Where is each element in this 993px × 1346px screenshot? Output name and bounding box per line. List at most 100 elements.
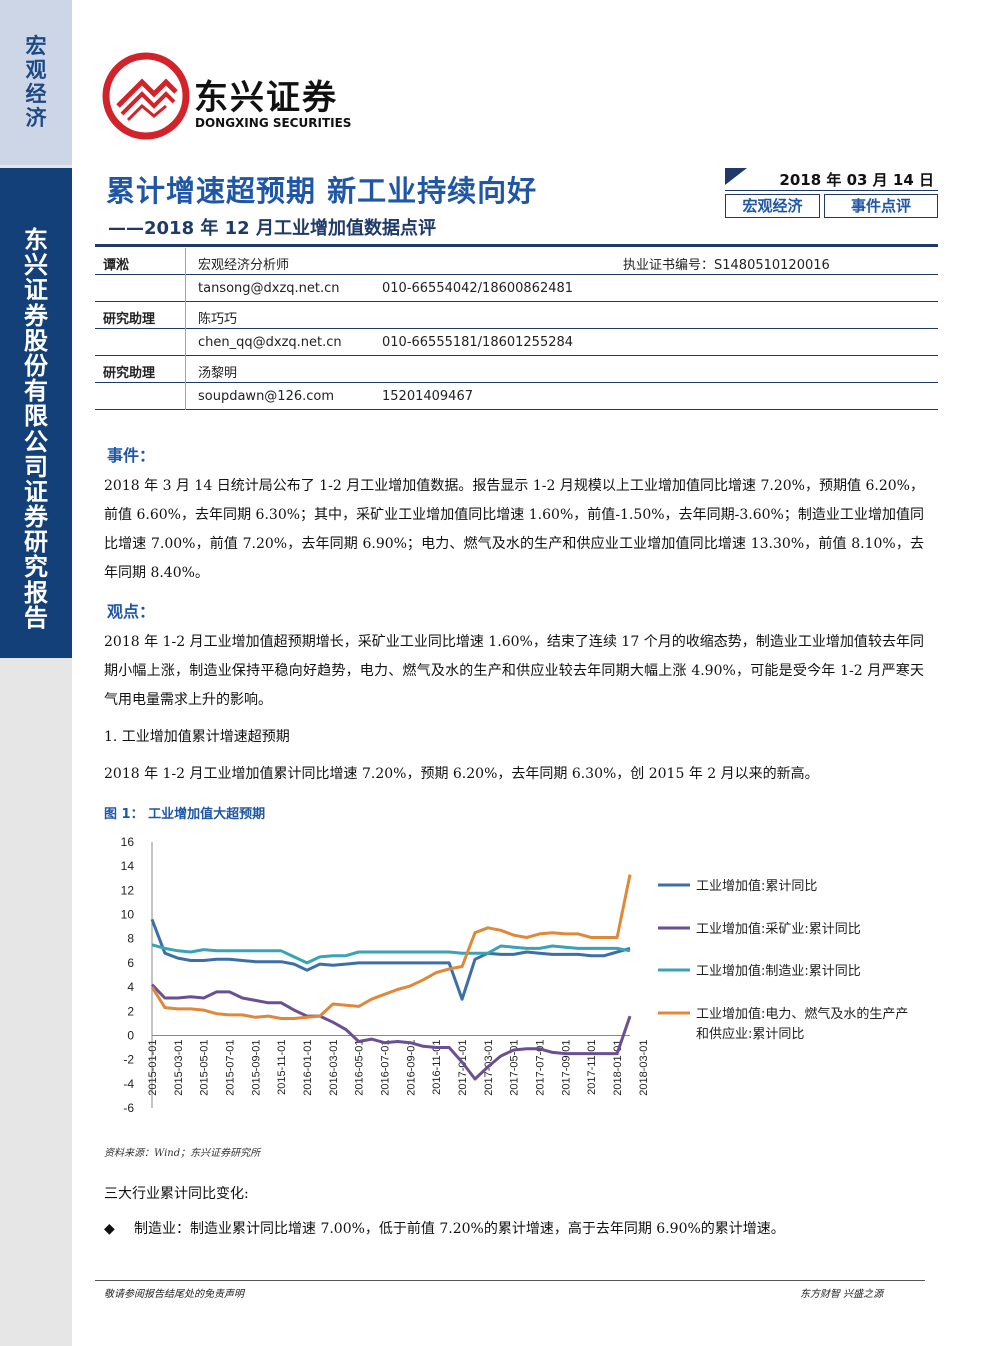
sidebar-company-char: 限 bbox=[24, 402, 48, 431]
x-tick-label: 2016-07-01 bbox=[380, 1039, 392, 1095]
report-title: 累计增速超预期 新工业持续向好 bbox=[106, 174, 538, 208]
assistant-name: 汤黎明 bbox=[198, 366, 238, 381]
date-box: 2018 年 03 月 14 日 bbox=[725, 165, 938, 191]
sidebar-category-label: 宏观经济 bbox=[0, 34, 72, 131]
event-paragraph: 2018 年 3 月 14 日统计局公布了 1-2 月工业增加值数据。报告显示 … bbox=[104, 478, 924, 581]
analyst-email: tansong@dxzq.net.cn bbox=[198, 281, 340, 296]
x-tick-label: 2017-11-01 bbox=[586, 1039, 598, 1094]
legend-label: 工业增加值:电力、燃气及水的生产产 bbox=[696, 1006, 908, 1022]
y-tick-label: 8 bbox=[127, 932, 134, 946]
sidebar-company-char: 证 bbox=[24, 477, 48, 506]
legend-label: 和供应业:累计同比 bbox=[696, 1026, 804, 1042]
x-tick-label: 2015-07-01 bbox=[225, 1039, 237, 1095]
assistant-contact-row: soupdawn@126.com 15201409467 bbox=[95, 383, 938, 410]
x-tick-label: 2015-01-01 bbox=[147, 1039, 159, 1095]
x-tick-label: 2015-03-01 bbox=[173, 1039, 185, 1095]
view-paragraph: 2018 年 1-2 月工业增加值超预期增长，采矿业工业同比增速 1.60%，结… bbox=[104, 634, 924, 708]
x-tick-label: 2016-03-01 bbox=[328, 1039, 340, 1095]
figure-title: 图 1： 工业增加值大超预期 bbox=[104, 807, 266, 822]
assistant-email: soupdawn@126.com bbox=[198, 389, 335, 404]
footer-divider bbox=[95, 1280, 925, 1281]
sidebar-company-char: 东 bbox=[24, 226, 48, 254]
series-line bbox=[150, 983, 632, 1081]
y-tick-label: 14 bbox=[121, 859, 135, 873]
analyst-title: 宏观经济分析师 bbox=[198, 258, 290, 273]
report-subtitle: ——2018 年 12 月工业增加值数据点评 bbox=[108, 218, 436, 239]
assistant-role: 研究助理 bbox=[103, 312, 156, 327]
sidebar-company-char: 报 bbox=[24, 578, 48, 607]
footer-slogan: 东方财智 兴盛之源 bbox=[800, 1289, 884, 1300]
series-line bbox=[151, 943, 631, 965]
point1-heading: 1. 工业增加值累计增速超预期 bbox=[104, 729, 290, 745]
sidebar-company-char: 兴 bbox=[24, 251, 48, 280]
y-tick-label: 10 bbox=[121, 908, 135, 922]
sidebar-category-char: 济 bbox=[25, 106, 47, 131]
analyst-table: 谭淞 宏观经济分析师 执业证书编号：S1480510120016 tansong… bbox=[95, 248, 938, 410]
point1-paragraph: 2018 年 1-2 月工业增加值累计同比增速 7.20%，预期 6.20%，去… bbox=[104, 766, 819, 782]
assistant-row: 研究助理 汤黎明 bbox=[95, 356, 938, 383]
sidebar-company-label: 东兴证券股份有限公司证券研究报告 bbox=[0, 226, 72, 632]
x-tick-label: 2016-09-01 bbox=[405, 1039, 417, 1095]
legend-label: 工业增加值:采矿业:累计同比 bbox=[696, 921, 861, 937]
bullet-text: 制造业：制造业累计同比增速 7.00%，低于前值 7.20%的累计增速，高于去年… bbox=[134, 1221, 785, 1237]
y-tick-label: 12 bbox=[121, 883, 135, 897]
sidebar-company-char: 股 bbox=[24, 326, 48, 355]
corner-triangle-icon bbox=[725, 168, 747, 185]
header-divider bbox=[95, 244, 938, 247]
sidebar-company-char: 研 bbox=[24, 528, 48, 557]
assistant-email: chen_qq@dxzq.net.cn bbox=[198, 335, 342, 350]
sidebar-company-char: 证 bbox=[24, 276, 48, 305]
legend-label: 工业增加值:制造业:累计同比 bbox=[696, 963, 861, 979]
analyst-phone: 010-66554042/18600862481 bbox=[382, 281, 574, 296]
assistant-phone: 010-66555181/18601255284 bbox=[382, 335, 574, 350]
assistant-name: 陈巧巧 bbox=[198, 312, 238, 327]
x-tick-label: 2017-07-01 bbox=[535, 1039, 547, 1095]
x-tick-label: 2017-09-01 bbox=[560, 1039, 572, 1095]
sidebar-company-char: 份 bbox=[24, 351, 48, 380]
series-line bbox=[150, 918, 631, 1001]
report-date: 2018 年 03 月 14 日 bbox=[779, 171, 934, 189]
company-logo: 东兴证券 DONGXING SECURITIES bbox=[102, 52, 362, 142]
industries-heading: 三大行业累计同比变化: bbox=[104, 1186, 249, 1202]
sidebar-company-char: 券 bbox=[24, 503, 48, 532]
logo-chinese-name: 东兴证券 bbox=[194, 78, 338, 118]
analyst-name: 谭淞 bbox=[103, 258, 130, 273]
y-tick-label: 4 bbox=[127, 980, 134, 994]
sidebar-category-char: 观 bbox=[25, 58, 47, 83]
x-tick-label: 2015-05-01 bbox=[199, 1039, 211, 1095]
assistant-phone: 15201409467 bbox=[382, 389, 473, 404]
sidebar-company-char: 告 bbox=[24, 603, 48, 632]
report-type-tag: 事件点评 bbox=[824, 194, 938, 218]
event-heading: 事件： bbox=[107, 446, 156, 465]
y-tick-label: -4 bbox=[123, 1077, 134, 1091]
sidebar-company-char: 公 bbox=[24, 427, 48, 456]
x-tick-label: 2016-05-01 bbox=[354, 1039, 366, 1095]
sidebar-company-char: 司 bbox=[24, 452, 48, 481]
series-line bbox=[150, 874, 632, 1020]
figure-source: 资料来源：Wind；东兴证券研究所 bbox=[104, 1148, 261, 1159]
sidebar-category-block bbox=[0, 0, 72, 165]
assistant-role: 研究助理 bbox=[103, 366, 156, 381]
line-chart: 16 14 12 10 8 6 4 2 0 -2 -4 -6 2015-01-01 2015-03-01 2… bbox=[121, 835, 909, 1115]
analyst-row: 谭淞 宏观经济分析师 执业证书编号：S1480510120016 bbox=[95, 248, 938, 275]
bullet-item: ◆ 制造业：制造业累计同比增速 7.00%，低于前值 7.20%的累计增速，高于去… bbox=[104, 1218, 785, 1238]
y-tick-label: 0 bbox=[127, 1028, 134, 1042]
view-heading: 观点： bbox=[107, 602, 156, 621]
sidebar-company-char: 券 bbox=[24, 301, 48, 330]
sidebar-category-char: 经 bbox=[25, 82, 47, 107]
y-tick-label: 2 bbox=[127, 1004, 134, 1018]
x-tick-label: 2018-03-01 bbox=[638, 1039, 650, 1095]
sidebar-company-char: 有 bbox=[24, 377, 48, 406]
assistant-contact-row: chen_qq@dxzq.net.cn 010-66555181/1860125… bbox=[95, 329, 938, 356]
footer-disclaimer: 敬请参阅报告结尾处的免责声明 bbox=[104, 1289, 244, 1300]
x-tick-label: 2015-09-01 bbox=[250, 1039, 262, 1095]
x-tick-label: 2017-05-01 bbox=[509, 1039, 521, 1095]
y-tick-label: -6 bbox=[123, 1101, 134, 1115]
logo-english-name: DONGXING SECURITIES bbox=[195, 116, 352, 130]
x-tick-label: 2015-11-01 bbox=[276, 1039, 288, 1094]
license-number: 执业证书编号：S1480510120016 bbox=[623, 258, 830, 273]
x-tick-label: 2016-01-01 bbox=[302, 1039, 314, 1095]
assistant-row: 研究助理 陈巧巧 bbox=[95, 302, 938, 329]
x-tick-label: 2016-11-01 bbox=[431, 1039, 443, 1094]
category-tag: 宏观经济 bbox=[725, 194, 820, 218]
